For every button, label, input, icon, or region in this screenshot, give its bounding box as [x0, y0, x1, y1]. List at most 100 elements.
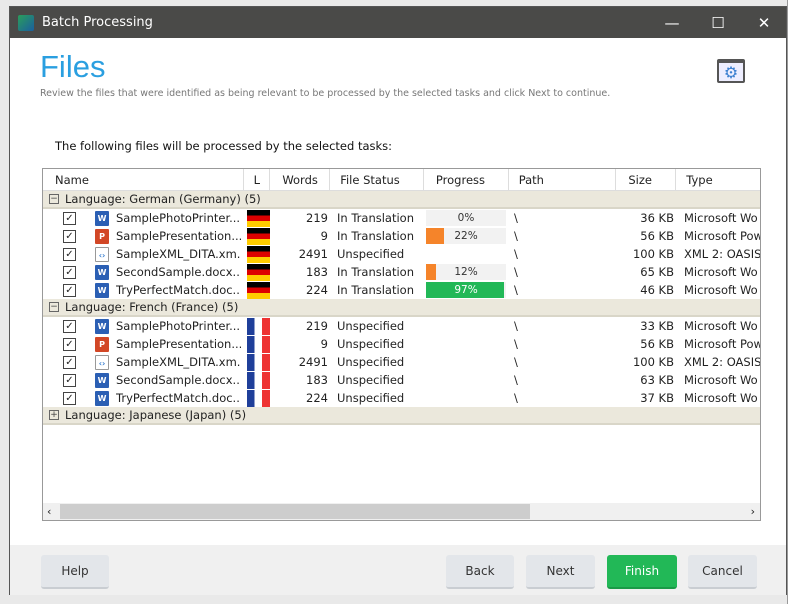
background-app — [787, 0, 797, 604]
cancel-button[interactable]: Cancel — [688, 555, 757, 589]
file-checkbox[interactable]: ✓ — [63, 319, 76, 333]
word-count: 9 — [320, 229, 328, 243]
column-language[interactable]: L — [244, 169, 271, 190]
scroll-left-icon[interactable]: ‹ — [47, 505, 52, 518]
file-row[interactable]: ✓ W SamplePhotoPrinter.... 219 In Transl… — [43, 209, 760, 227]
file-path: \ — [514, 247, 518, 261]
file-size: 46 KB — [640, 283, 674, 297]
group-row[interactable]: − Language: German (Germany) (5) — [43, 191, 760, 209]
progress-label: 97% — [454, 284, 478, 296]
word-count: 219 — [306, 319, 328, 333]
file-type: Microsoft Wo — [684, 211, 758, 225]
word-file-icon: W — [95, 210, 109, 226]
progress-bar: 97% — [426, 282, 506, 298]
file-checkbox[interactable]: ✓ — [63, 337, 76, 351]
word-file-icon: W — [95, 318, 109, 334]
word-count: 219 — [306, 211, 328, 225]
finish-button[interactable]: Finish — [607, 555, 677, 589]
word-count: 2491 — [298, 247, 328, 261]
word-count: 183 — [306, 373, 328, 387]
file-row[interactable]: ✓ P SamplePresentation.... 9 In Translat… — [43, 227, 760, 245]
progress-fill — [426, 264, 436, 280]
collapse-icon[interactable]: − — [49, 194, 59, 204]
file-size: 36 KB — [640, 211, 674, 225]
group-row[interactable]: + Language: Japanese (Japan) (5) — [43, 407, 760, 425]
file-path: \ — [514, 319, 518, 333]
file-type: XML 2: OASIS — [684, 247, 760, 261]
column-file-status[interactable]: File Status — [330, 169, 424, 190]
file-name: SampleXML_DITA.xm... — [116, 247, 241, 261]
progress-bar: 22% — [426, 228, 506, 244]
file-row[interactable]: ✓ W TryPerfectMatch.doc.... 224 Unspecif… — [43, 389, 760, 407]
file-row[interactable]: ✓ W SamplePhotoPrinter.... 219 Unspecifi… — [43, 317, 760, 335]
word-file-icon: W — [95, 264, 109, 280]
file-path: \ — [514, 265, 518, 279]
file-size: 100 KB — [632, 247, 674, 261]
progress-fill — [426, 282, 504, 298]
file-checkbox[interactable]: ✓ — [63, 229, 76, 243]
file-type: Microsoft Wo — [684, 319, 758, 333]
horizontal-scrollbar[interactable]: ‹ › — [43, 503, 760, 520]
file-status: Unspecified — [337, 391, 405, 405]
maximize-button[interactable]: ☐ — [711, 13, 725, 32]
file-status: Unspecified — [337, 337, 405, 351]
word-file-icon: W — [95, 372, 109, 388]
file-type: Microsoft Pow — [684, 337, 760, 351]
file-name: SamplePhotoPrinter.... — [116, 319, 241, 333]
word-count: 183 — [306, 265, 328, 279]
group-label: Language: French (France) (5) — [65, 300, 239, 314]
file-row[interactable]: ✓ W TryPerfectMatch.doc.... 224 In Trans… — [43, 281, 760, 299]
batch-processing-dialog: Batch Processing — ☐ ✕ Files Review the … — [9, 6, 787, 595]
file-row[interactable]: ✓ ‹› SampleXML_DITA.xm... 2491 Unspecifi… — [43, 353, 760, 371]
app-icon — [18, 14, 34, 31]
file-checkbox[interactable]: ✓ — [63, 265, 76, 279]
file-path: \ — [514, 211, 518, 225]
group-row[interactable]: − Language: French (France) (5) — [43, 299, 760, 317]
column-type[interactable]: Type — [686, 173, 713, 187]
file-row[interactable]: ✓ ‹› SampleXML_DITA.xm... 2491 Unspecifi… — [43, 245, 760, 263]
german-flag-icon — [247, 227, 270, 245]
scroll-right-icon[interactable]: › — [750, 505, 755, 518]
group-label: Language: German (Germany) (5) — [65, 192, 261, 206]
settings-gear-icon[interactable]: ⚙ — [717, 59, 745, 83]
files-grid: Name L Words File Status Progress Path S… — [42, 168, 761, 521]
file-checkbox[interactable]: ✓ — [63, 355, 76, 369]
file-row[interactable]: ✓ P SamplePresentation.... 9 Unspecified… — [43, 335, 760, 353]
file-checkbox[interactable]: ✓ — [63, 373, 76, 387]
minimize-button[interactable]: — — [664, 13, 680, 32]
file-status: In Translation — [337, 283, 414, 297]
file-row[interactable]: ✓ W SecondSample.docx.... 183 Unspecifie… — [43, 371, 760, 389]
file-status: Unspecified — [337, 355, 405, 369]
french-flag-icon — [247, 389, 270, 407]
collapse-icon[interactable]: − — [49, 302, 59, 312]
german-flag-icon — [247, 281, 270, 299]
scrollbar-thumb[interactable] — [60, 504, 530, 519]
help-button[interactable]: Help — [41, 555, 109, 589]
column-name[interactable]: Name — [43, 169, 245, 190]
word-count: 224 — [306, 283, 328, 297]
german-flag-icon — [247, 263, 270, 281]
expand-icon[interactable]: + — [49, 410, 59, 420]
file-row[interactable]: ✓ W SecondSample.docx.... 183 In Transla… — [43, 263, 760, 281]
column-words[interactable]: Words — [270, 169, 331, 190]
file-checkbox[interactable]: ✓ — [63, 391, 76, 405]
next-button[interactable]: Next — [526, 555, 595, 589]
column-size[interactable]: Size — [616, 169, 677, 190]
grid-body: − Language: German (Germany) (5) ✓ W Sampl… — [43, 191, 760, 425]
column-path[interactable]: Path — [509, 169, 617, 190]
file-name: TryPerfectMatch.doc.... — [116, 391, 241, 405]
column-progress[interactable]: Progress — [424, 169, 509, 190]
close-button[interactable]: ✕ — [757, 13, 771, 32]
file-checkbox[interactable]: ✓ — [63, 247, 76, 261]
progress-bar: 0% — [426, 210, 506, 226]
french-flag-icon — [247, 317, 270, 335]
file-checkbox[interactable]: ✓ — [63, 283, 76, 297]
xml-file-icon: ‹› — [95, 246, 109, 262]
file-path: \ — [514, 337, 518, 351]
xml-file-icon: ‹› — [95, 354, 109, 370]
file-checkbox[interactable]: ✓ — [63, 211, 76, 225]
file-path: \ — [514, 391, 518, 405]
back-button[interactable]: Back — [446, 555, 514, 589]
page-title: Files — [40, 49, 106, 84]
file-name: SecondSample.docx.... — [116, 373, 241, 387]
